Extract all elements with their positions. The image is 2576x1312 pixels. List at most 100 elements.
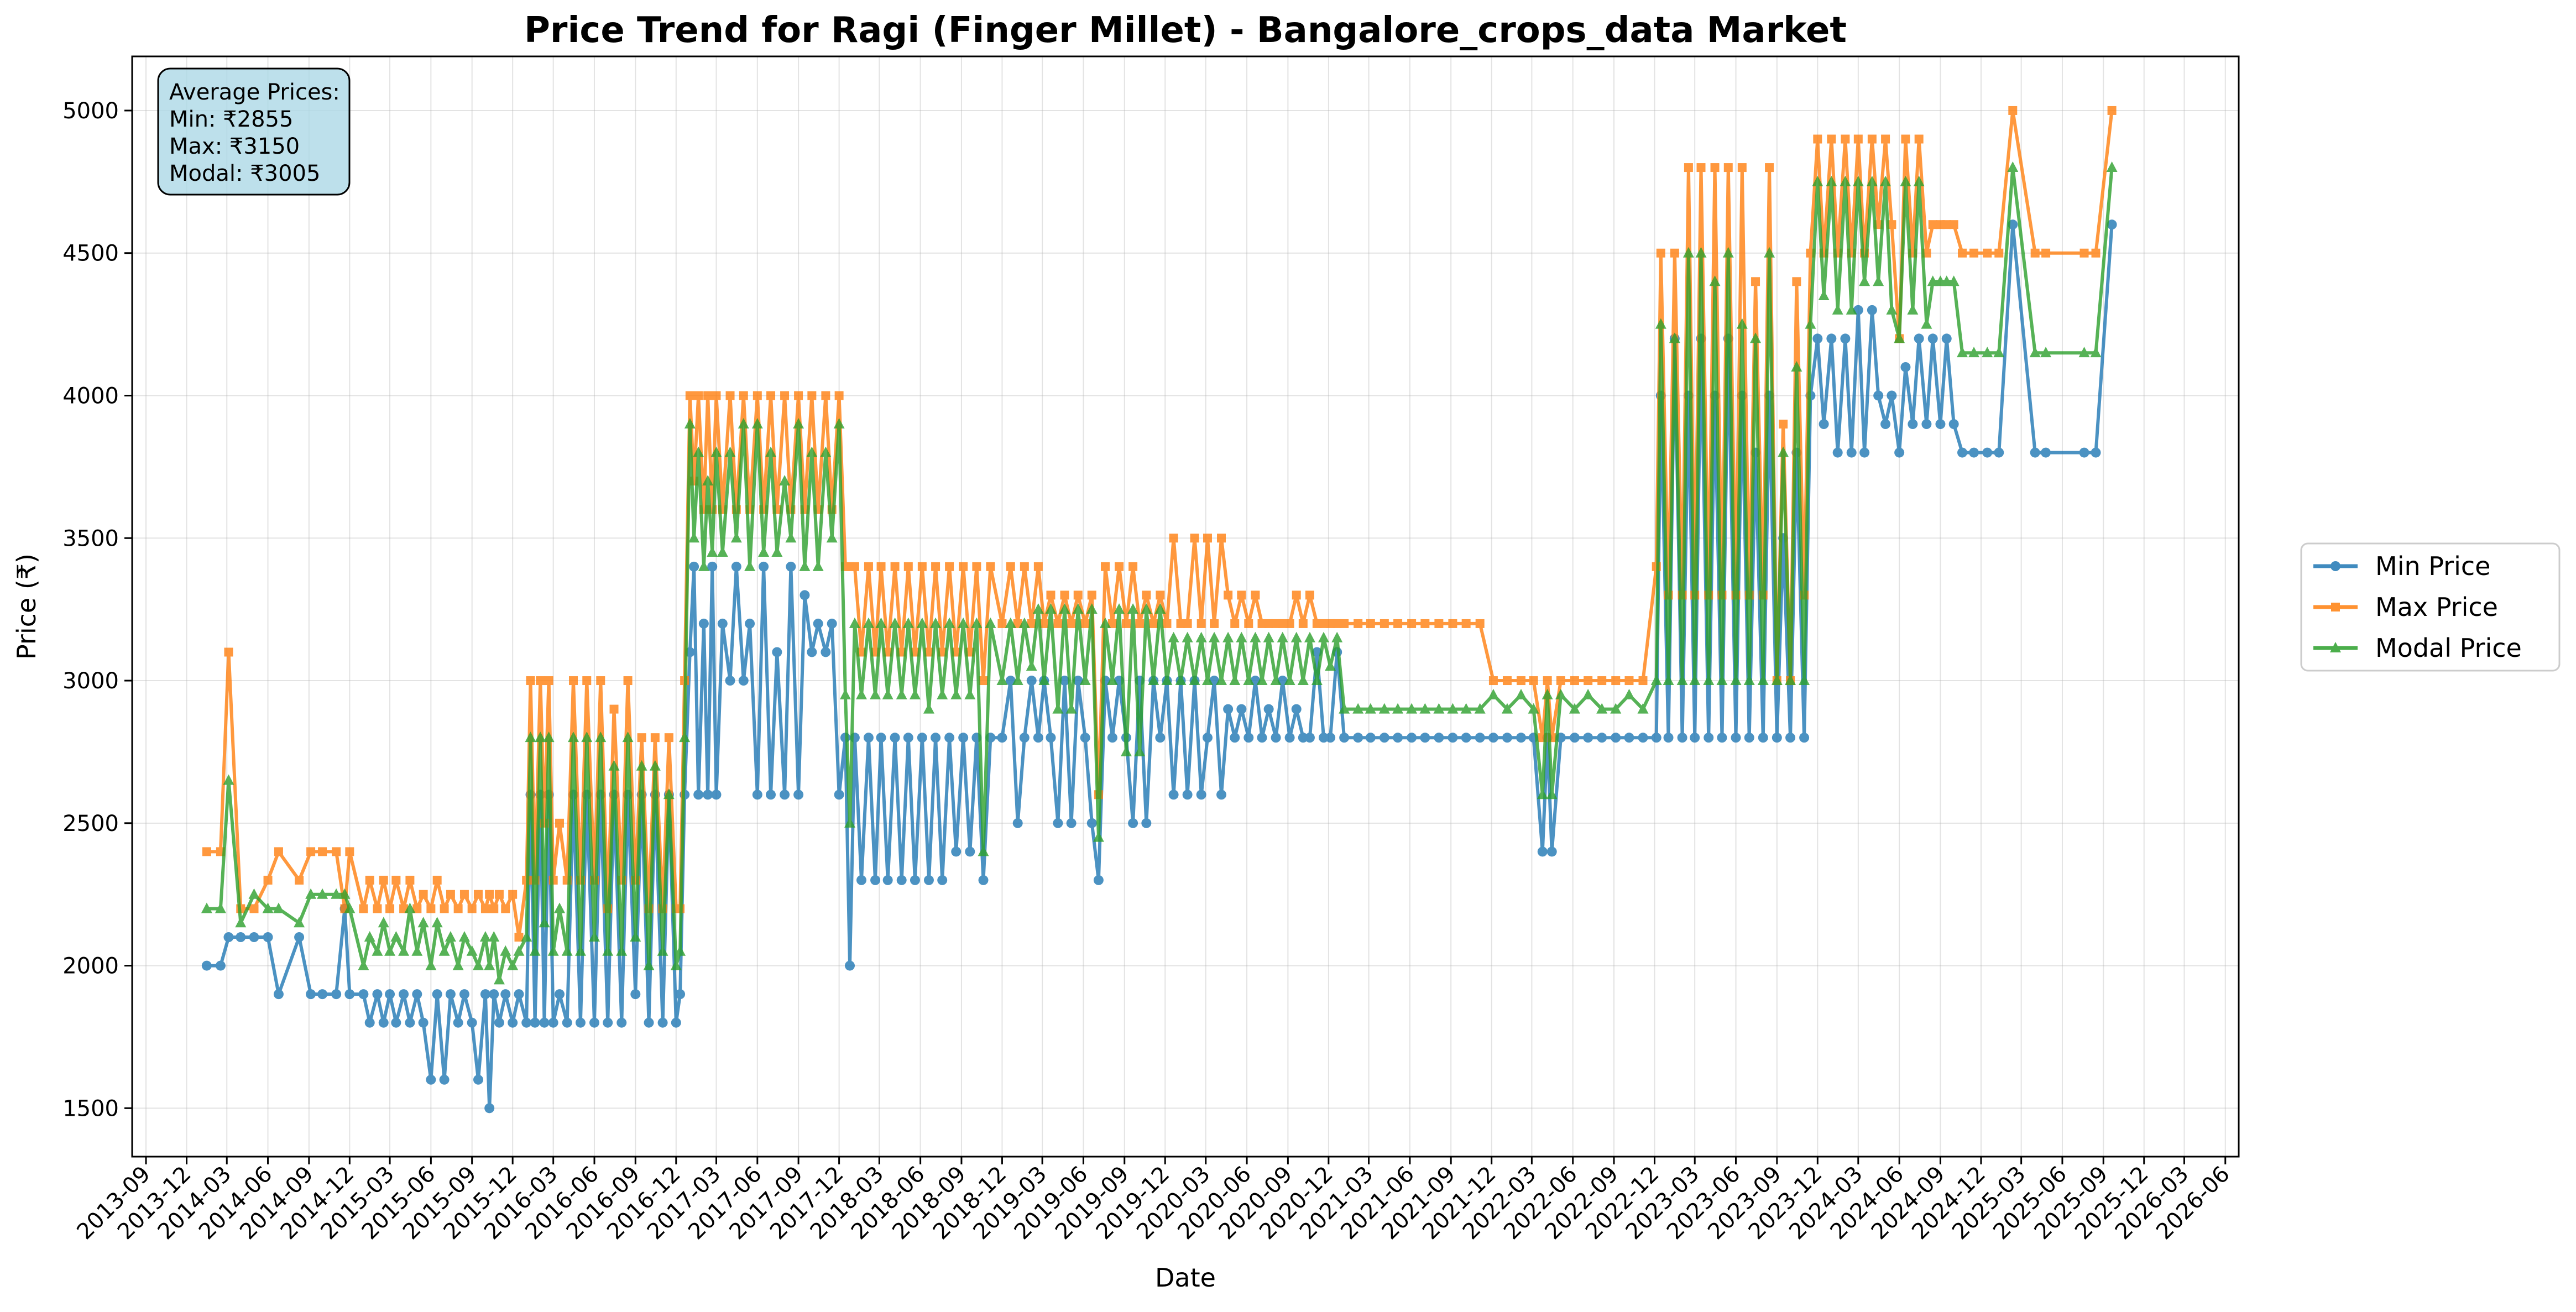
data-point-modal-price (1637, 703, 1649, 714)
data-point-modal-price (1771, 675, 1783, 686)
data-point-modal-price (937, 688, 948, 699)
y-tick-label: 2500 (62, 811, 119, 837)
data-point-max-price (2079, 248, 2089, 258)
data-point-modal-price (1993, 347, 2005, 358)
data-point-min-price (1799, 733, 1810, 743)
data-point-max-price (807, 391, 817, 400)
data-point-max-price (514, 933, 524, 942)
data-point-max-price (274, 847, 283, 856)
data-point-modal-price (602, 945, 614, 956)
data-point-max-price (1305, 590, 1314, 600)
data-point-min-price (1859, 447, 1870, 458)
data-point-min-price (903, 733, 913, 743)
data-point-max-price (1237, 590, 1246, 600)
data-point-max-price (609, 704, 619, 714)
data-point-modal-price (1331, 631, 1343, 642)
data-point-modal-price (262, 902, 274, 913)
annotation-box (157, 67, 351, 196)
data-point-modal-price (799, 560, 811, 571)
data-point-modal-price (996, 675, 1008, 686)
data-point-modal-price (484, 959, 495, 970)
data-point-max-price (1203, 534, 1212, 543)
data-point-modal-price (588, 931, 600, 942)
data-point-min-price (1867, 305, 1877, 315)
data-point-min-price (548, 1017, 558, 1028)
data-point-modal-price (1100, 617, 1111, 628)
data-point-min-price (236, 932, 246, 943)
data-point-min-price (1263, 704, 1274, 714)
data-point-max-price (1366, 619, 1375, 628)
data-point-min-price (759, 561, 769, 572)
series-modal-price (201, 161, 2118, 985)
data-point-min-price (834, 790, 844, 800)
data-point-min-price (657, 1017, 668, 1028)
data-point-max-price (1765, 163, 1774, 173)
data-point-modal-price (1079, 675, 1091, 686)
legend-marker (2330, 642, 2341, 652)
data-point-modal-price (1676, 675, 1688, 686)
data-point-min-price (1236, 704, 1247, 714)
data-point-modal-price (684, 418, 696, 429)
data-point-modal-price (2106, 161, 2118, 173)
data-point-max-price (664, 733, 673, 743)
data-point-max-price (850, 562, 859, 571)
data-point-min-price (882, 875, 893, 885)
data-point-max-price (876, 562, 886, 571)
data-point-modal-price (305, 888, 317, 899)
data-point-max-price (501, 904, 510, 913)
data-point-modal-price (378, 917, 389, 928)
data-point-min-price (1271, 733, 1281, 743)
data-point-min-price (331, 989, 342, 1000)
data-point-modal-price (1805, 318, 1816, 329)
data-point-modal-price (1065, 703, 1077, 714)
x-axis-label: Date (1155, 1263, 1216, 1293)
data-point-modal-price (364, 931, 375, 942)
data-point-min-price (1744, 733, 1754, 743)
data-point-modal-price (581, 731, 593, 743)
data-point-modal-price (1569, 703, 1580, 714)
data-point-modal-price (875, 617, 887, 628)
data-point-min-price (1059, 676, 1070, 686)
data-point-modal-price (1290, 631, 1302, 642)
data-point-modal-price (1542, 688, 1553, 699)
data-point-min-price (1223, 704, 1234, 714)
data-point-modal-price (826, 532, 838, 543)
data-point-min-price (644, 1017, 654, 1028)
data-point-min-price (1502, 733, 1512, 743)
data-point-modal-price (1501, 703, 1513, 714)
data-point-modal-price (1655, 318, 1666, 329)
data-point-min-price (1537, 846, 1548, 857)
data-point-max-price (637, 733, 646, 743)
data-point-modal-price (675, 945, 686, 956)
data-point-modal-price (1038, 675, 1050, 686)
data-point-modal-price (1764, 247, 1775, 258)
legend-label: Max Price (2375, 592, 2498, 622)
data-point-max-price (890, 562, 900, 571)
data-point-min-price (717, 618, 728, 629)
data-point-max-price (1584, 676, 1593, 686)
data-point-modal-price (529, 945, 541, 956)
data-point-max-price (1039, 619, 1049, 628)
data-point-max-price (1319, 619, 1328, 628)
data-point-modal-price (417, 917, 429, 928)
data-point-min-price (294, 932, 305, 943)
data-point-max-price (1887, 220, 1896, 229)
data-point-max-price (1162, 619, 1172, 628)
data-point-modal-price (553, 902, 565, 913)
data-point-max-price (1638, 676, 1648, 686)
data-point-max-price (1475, 619, 1485, 628)
data-point-max-price (1380, 619, 1389, 628)
data-point-max-price (2091, 248, 2100, 258)
data-point-modal-price (1460, 703, 1472, 714)
y-tick-label: 4000 (62, 383, 119, 409)
data-point-modal-price (1750, 332, 1762, 343)
data-point-modal-price (2090, 347, 2102, 358)
data-point-max-price (753, 391, 762, 400)
data-point-max-price (405, 875, 415, 885)
data-point-modal-price (643, 959, 655, 970)
data-point-min-price (807, 647, 817, 657)
data-point-min-price (1155, 733, 1166, 743)
data-point-max-price (725, 391, 735, 400)
data-point-modal-price (902, 617, 914, 628)
data-point-min-price (1488, 733, 1498, 743)
